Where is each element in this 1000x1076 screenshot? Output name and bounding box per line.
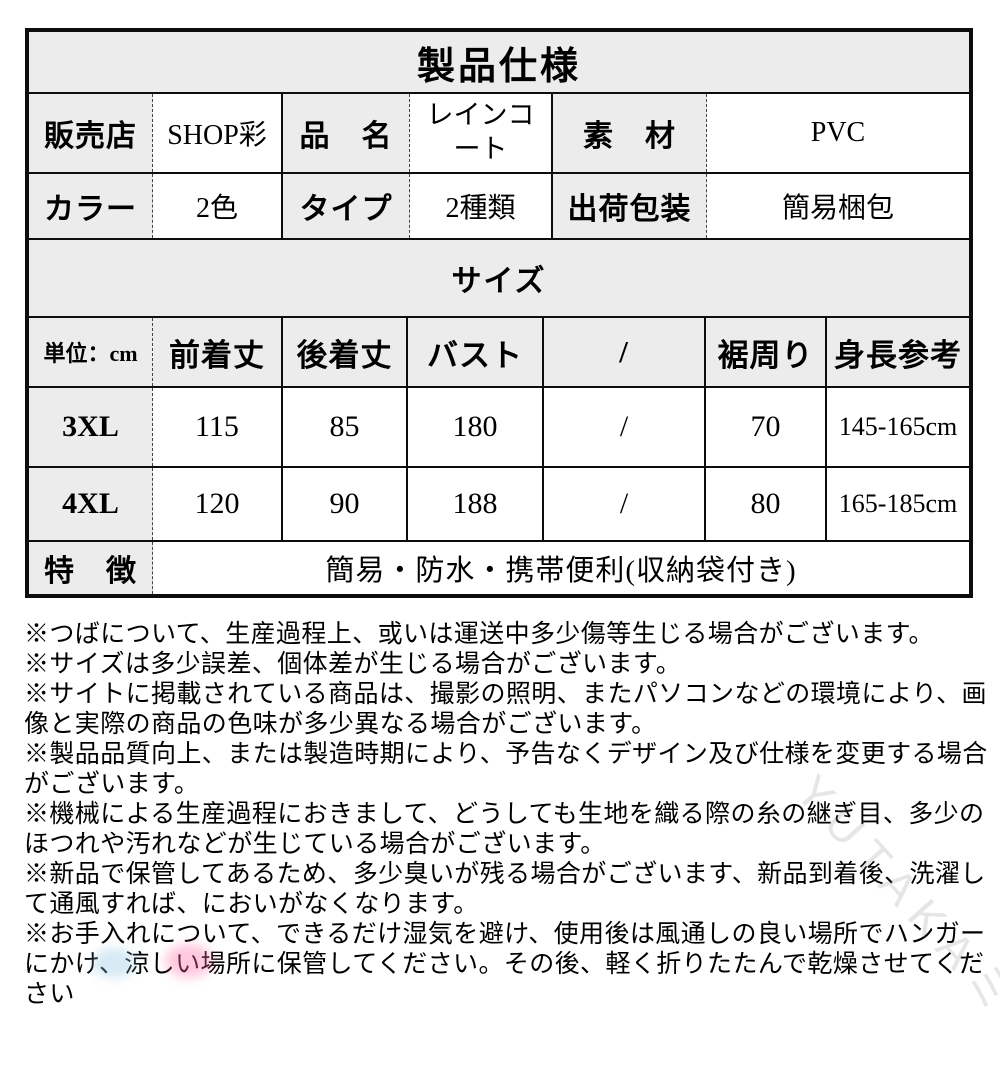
note-fabric-seams: ※機械による生産過程におきまして、どうしても生地を織る際の糸の継ぎ目、多少のほつ…: [24, 801, 985, 858]
note-brim: ※つばについて、生産過程上、或いは運送中多少傷等生じる場合がございます。: [24, 621, 934, 648]
disclaimer-notes: ※つばについて、生産過程上、或いは運送中多少傷等生じる場合がございます。 ※サイ…: [24, 620, 989, 1010]
size-header-unit: 単位：cm: [29, 318, 153, 386]
size-4xl-height-reference: 165-185cm: [827, 468, 969, 540]
size-3xl-front-length: 115: [153, 388, 283, 466]
size-header-row: 単位：cm 前着丈 後着丈 バスト / 裾周り 身長参考: [29, 316, 969, 386]
value-material: PVC: [707, 94, 969, 172]
size-banner-row: サイズ: [29, 238, 969, 316]
size-4xl-bust: 188: [408, 468, 544, 540]
label-material: 素 材: [553, 94, 707, 172]
size-4xl-back-length: 90: [283, 468, 408, 540]
size-4xl-front-length: 120: [153, 468, 283, 540]
size-section-title: サイズ: [29, 240, 969, 316]
note-care: ※お手入れについて、できるだけ湿気を避け、使用後は風通しの良い場所でハンガーにか…: [24, 921, 986, 1008]
size-header-back-length: 後着丈: [283, 318, 408, 386]
label-packaging: 出荷包装: [553, 174, 707, 238]
value-color: 2色: [153, 174, 283, 238]
label-color: カラー: [29, 174, 153, 238]
label-type: タイプ: [283, 174, 410, 238]
size-header-slash: /: [544, 318, 706, 386]
product-spec-table: 製品仕様 販売店 SHOP彩 品 名 レインコート 素 材 PVC カラー 2色…: [25, 28, 973, 598]
size-header-height-reference: 身長参考: [827, 318, 969, 386]
size-3xl-label: 3XL: [29, 388, 153, 466]
size-header-hem: 裾周り: [706, 318, 827, 386]
note-design-change: ※製品品質向上、または製造時期により、予告なくデザイン及び仕様を変更する場合がご…: [24, 741, 988, 798]
note-color-display: ※サイトに掲載されている商品は、撮影の照明、またパソコンなどの環境により、画像と…: [24, 681, 987, 738]
info-row-1: 販売店 SHOP彩 品 名 レインコート 素 材 PVC: [29, 92, 969, 172]
size-3xl-back-length: 85: [283, 388, 408, 466]
feature-row: 特 徴 簡易・防水・携帯便利(収納袋付き): [29, 540, 969, 594]
size-row-3xl: 3XL 115 85 180 / 70 145-165cm: [29, 386, 969, 466]
size-3xl-bust: 180: [408, 388, 544, 466]
value-seller: SHOP彩: [153, 94, 283, 172]
value-packaging: 簡易梱包: [707, 174, 969, 238]
size-4xl-label: 4XL: [29, 468, 153, 540]
size-3xl-hem: 70: [706, 388, 827, 466]
page-title: 製品仕様: [29, 32, 969, 92]
value-feature: 簡易・防水・携帯便利(収納袋付き): [153, 542, 969, 594]
size-row-4xl: 4XL 120 90 188 / 80 165-185cm: [29, 466, 969, 540]
note-smell: ※新品で保管してあるため、多少臭いが残る場合がございます、新品到着後、洗濯して通…: [24, 861, 986, 918]
info-row-2: カラー 2色 タイプ 2種類 出荷包装 簡易梱包: [29, 172, 969, 238]
size-header-front-length: 前着丈: [153, 318, 283, 386]
size-header-bust: バスト: [408, 318, 544, 386]
label-seller: 販売店: [29, 94, 153, 172]
size-3xl-height-reference: 145-165cm: [827, 388, 969, 466]
value-product-name: レインコート: [410, 94, 553, 172]
note-size-error: ※サイズは多少誤差、個体差が生じる場合がございます。: [24, 651, 682, 678]
size-3xl-slash: /: [544, 388, 706, 466]
title-row: 製品仕様: [29, 32, 969, 92]
label-feature: 特 徴: [29, 542, 153, 594]
size-4xl-hem: 80: [706, 468, 827, 540]
value-type: 2種類: [410, 174, 553, 238]
size-4xl-slash: /: [544, 468, 706, 540]
label-product-name: 品 名: [283, 94, 410, 172]
